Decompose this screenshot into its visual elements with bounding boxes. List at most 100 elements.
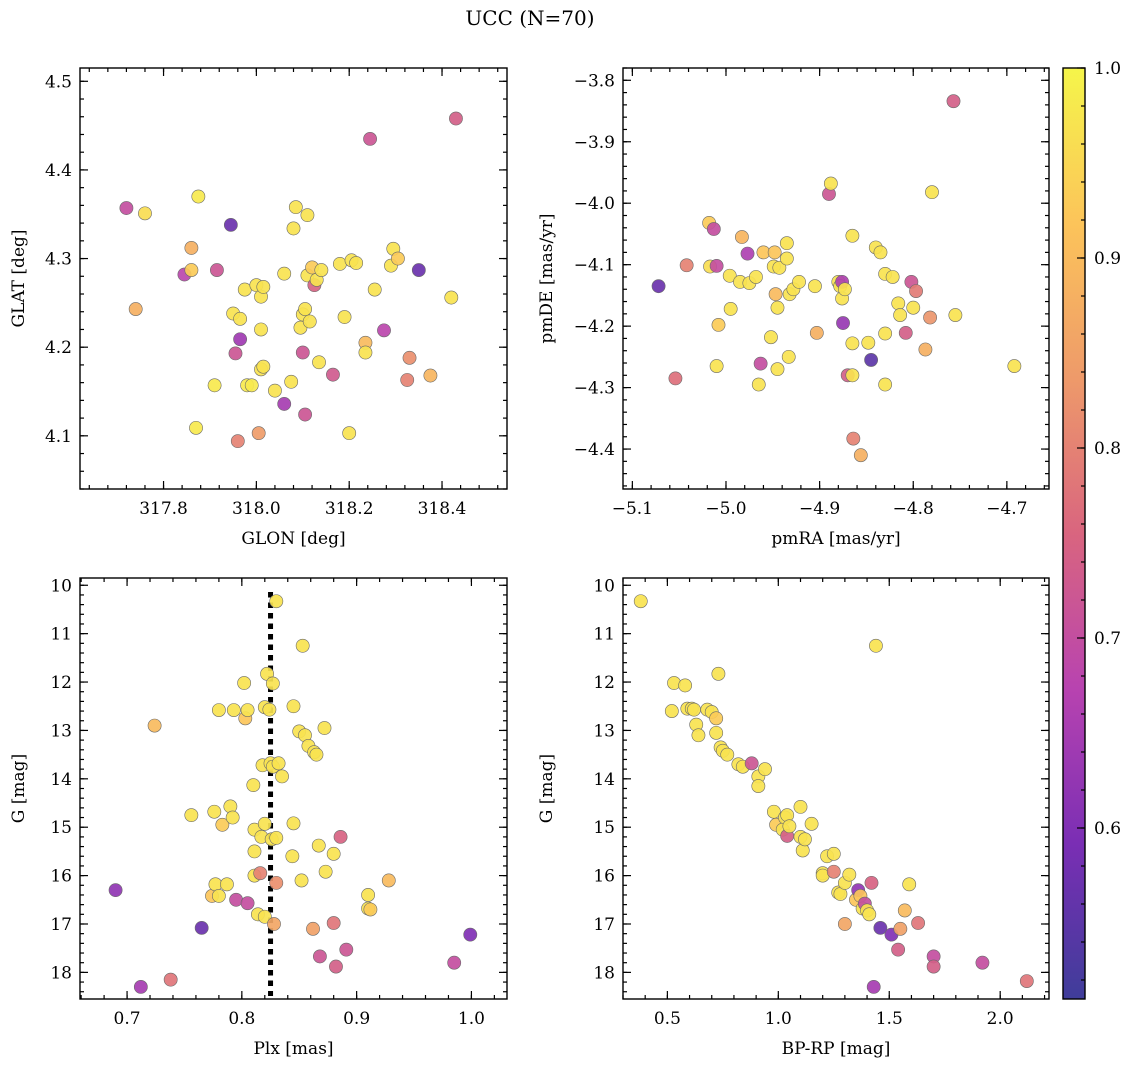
scatter-point [377,323,391,338]
x-tick-label: 318.2 [325,499,374,519]
scatter-point [845,336,860,351]
scatter-point [391,251,405,266]
scatter-point [251,426,266,441]
scatter-point [333,829,348,844]
scatter-point [286,699,301,714]
scatter-point [300,208,315,223]
y-tick-label: 18 [593,963,615,983]
scatter-point [311,838,326,853]
scatter-point [751,779,766,793]
y-axis-label: G [mag] [9,754,29,823]
x-axis-label: Plx [mas] [253,1039,333,1059]
scatter-point [751,377,766,392]
scatter-point [837,917,852,931]
scatter-point [651,279,666,294]
scatter-point [823,176,838,191]
scatter-point [668,371,683,386]
y-tick-label: 10 [50,576,72,596]
colorbar-tick-label: 1.0 [1094,59,1121,79]
scatter-point [189,420,203,435]
scatter-point [329,959,343,974]
scatter-point [753,356,768,371]
x-tick-label: 1.0 [765,1009,792,1029]
scatter-point [906,300,921,315]
scatter-point [302,314,317,329]
scatter-point [925,185,939,200]
scatter-point [184,808,199,823]
axes-frame [622,577,1050,1000]
scatter-point [269,594,284,609]
y-tick-label: 4.4 [45,161,72,181]
scatter-point [256,280,271,294]
scatter-point [711,666,726,681]
y-tick-label: −4.1 [574,256,615,276]
scatter-point [223,799,238,814]
scatter-point [269,875,284,890]
scatter-point [720,747,735,762]
x-tick-label: 0.5 [654,1009,681,1029]
scatter-point [768,287,783,302]
scatter-point [277,397,292,411]
scatter-points [108,594,478,994]
y-tick-label: −4.4 [574,440,615,460]
axes-frame [79,577,508,1000]
scatter-point [119,201,134,215]
y-tick-label: 13 [593,721,615,741]
x-axis-label: BP-RP [mag] [782,1039,891,1059]
scatter-point [285,849,300,864]
scatter-point [633,594,648,609]
colorbar: 0.6 0.7 0.8 0.9 1.0 [1062,59,1121,1000]
scatter-point [893,921,908,936]
scatter-point [691,728,706,743]
scatter-point [223,217,238,232]
scatter-point [215,817,230,832]
scatter-point [853,448,868,463]
scatter-point [269,830,284,845]
x-tick-label: −5.1 [612,499,653,519]
y-tick-label: 13 [50,721,72,741]
scatter-points [119,111,463,449]
scatter-point [709,725,724,740]
colorbar-frame [1062,67,1086,1000]
scatter-points [633,594,1034,994]
scatter-point [897,903,912,918]
scatter-point [367,282,382,297]
scatter-point [265,676,280,691]
x-tick-label: 1.0 [458,1009,485,1029]
scatter-point [326,846,341,861]
scatter-point [381,873,396,888]
scatter-point [709,259,724,273]
scatter-point [163,972,178,987]
scatter-point [339,942,354,957]
scatter-point [793,799,808,814]
scatter-point [240,896,255,911]
scatter-point [873,920,888,935]
scatter-point [363,132,377,146]
y-tick-label: 4.1 [45,427,72,447]
x-axis-label: pmRA [mas/yr] [771,529,900,549]
y-tick-label: 17 [593,915,615,935]
scatter-point [294,873,309,888]
scatter-point [210,263,224,277]
scatter-point [277,266,292,281]
scatter-point [271,756,286,771]
y-tick-label: 18 [50,963,72,983]
scatter-point [744,756,759,771]
scatter-point [211,889,226,903]
scatter-point [664,704,679,718]
scatter-point [133,980,148,994]
scatter-point [885,270,900,284]
scatter-point [792,274,806,289]
scatter-point [284,374,299,389]
scatter-point [948,308,963,322]
scatter-point [337,310,352,324]
x-tick-label: 0.8 [228,1009,255,1029]
scatter-point [318,864,333,879]
scatter-point [735,230,749,244]
scatter-point [837,282,852,297]
scatter-point [240,703,255,718]
scatter-point [262,702,277,717]
scatter-point [288,200,303,215]
scatter-point [363,902,378,917]
y-tick-label: 16 [50,867,72,887]
